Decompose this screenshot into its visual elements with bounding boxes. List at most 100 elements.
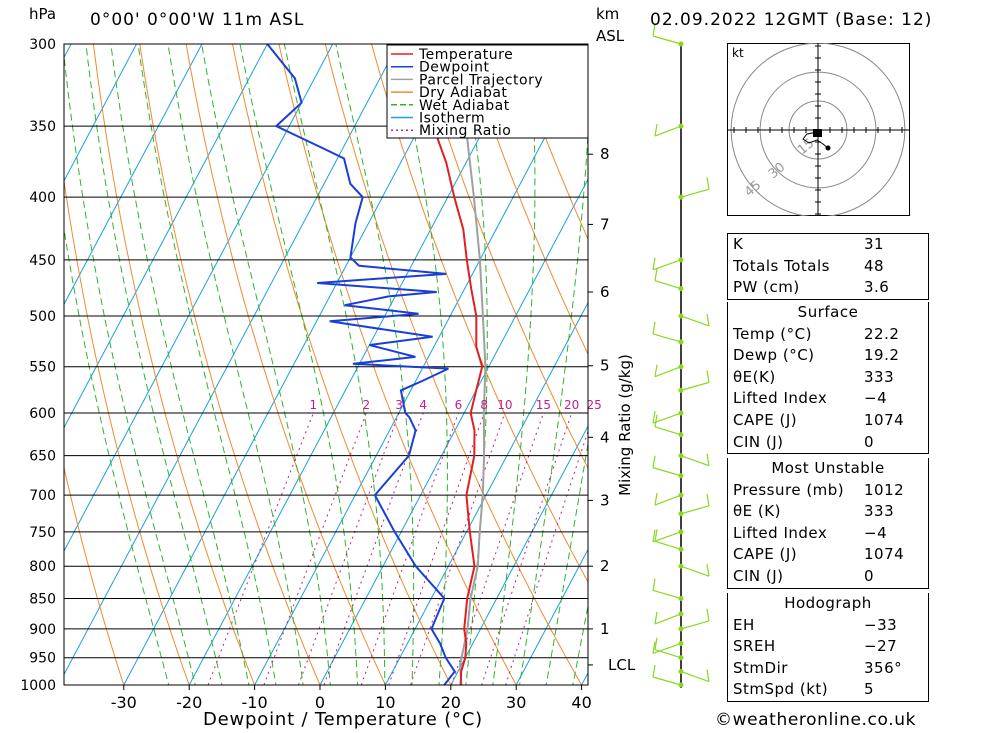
wind-barb-shaft (654, 280, 682, 290)
wind-barb-flag (654, 493, 658, 506)
wind-barb-flag (706, 370, 710, 383)
wind-barb (678, 608, 710, 632)
mu-value: 333 (864, 502, 895, 521)
hodo-value: −27 (864, 637, 898, 656)
isotherm-line (0, 7, 25, 711)
height-tick-label: 7 (600, 215, 610, 233)
wind-barb-flag (652, 578, 656, 591)
height-tick-label: 4 (600, 428, 610, 446)
wind-barb (654, 611, 684, 625)
x-tick-label: 10 (375, 693, 395, 712)
mixing-ratio-tick-label: 10 (497, 398, 512, 412)
wind-barb (678, 313, 710, 327)
mu-row: Lifted Index −4 (728, 523, 928, 545)
surface-label: Lifted Index (733, 389, 828, 408)
hodograph: kt 15 30 45 (727, 42, 910, 220)
mu-row: Pressure (mb) 1012 (728, 480, 928, 502)
wind-barb-flag (652, 257, 656, 270)
surface-label: Temp (°C) (733, 324, 812, 343)
pressure-tick-label: 750 (29, 525, 56, 541)
mixing-ratio-line (481, 412, 573, 685)
hodo-value: −33 (864, 615, 898, 634)
datetime-title: 02.09.2022 12GMT (Base: 12) (650, 10, 933, 30)
wind-barb-shaft (652, 259, 682, 271)
isotherm-line (64, 44, 334, 553)
legend-entry: Wet Adiabat (419, 98, 510, 114)
stability-indices-panel: K 31 Totals Totals 48 PW (cm) 3.6 (727, 233, 929, 300)
stability-value: 48 (864, 256, 885, 275)
wind-barb-shaft (654, 613, 682, 625)
pressure-tick-label: 950 (29, 651, 56, 667)
surface-label: CIN (J) (733, 432, 784, 451)
mu-value: −4 (864, 523, 888, 542)
hodo-value: 356° (864, 658, 903, 677)
wind-barb-shaft (680, 565, 710, 577)
wind-barb-flag (654, 637, 658, 650)
wind-barb-flag (652, 455, 656, 468)
wet-adiabat-line (64, 226, 170, 685)
surface-value: 1074 (864, 410, 905, 429)
hodo-label: EH (733, 615, 755, 634)
surface-title: Surface (797, 303, 859, 321)
height-tick-label: 2 (600, 557, 610, 575)
stability-label: K (733, 235, 744, 253)
wind-barb-shaft (680, 381, 710, 391)
wind-barb (652, 455, 684, 479)
isotherm-line (450, 425, 588, 685)
surface-row: Dewp (°C) 19.2 (728, 345, 928, 367)
wind-barb (654, 492, 684, 506)
wind-barb-shaft (654, 494, 682, 506)
wind-barb-flag (654, 364, 658, 377)
hodo-label: StmDir (733, 658, 788, 677)
wind-barb (652, 578, 684, 601)
wind-barb (652, 321, 684, 345)
hodo-row: SREH −27 (728, 636, 928, 658)
wet-adiabat-line (572, 603, 588, 685)
wet-adiabat-line (64, 51, 196, 685)
hodograph-trace (802, 131, 829, 149)
surface-row: CIN (J) 0 (728, 432, 928, 454)
wet-adiabat-line (110, 44, 250, 685)
wet-adiabat-line (545, 440, 588, 685)
surface-value: 19.2 (864, 346, 900, 365)
surface-label: θE(K) (733, 367, 776, 386)
wind-barb-flag (654, 414, 658, 427)
wind-barb-flag (706, 669, 710, 682)
surface-row: θE(K) 333 (728, 367, 928, 389)
mixing-ratio-tick-label: 8 (480, 398, 488, 412)
height-tick-label: 5 (600, 357, 610, 375)
hodograph-unit: kt (732, 46, 744, 60)
mixing-ratio-line (263, 412, 367, 685)
hodo-label: StmSpd (kt) (733, 680, 829, 699)
pressure-tick-label: 550 (29, 360, 56, 376)
isotherm-line (515, 548, 588, 685)
wet-adiabat-line (85, 44, 223, 685)
wet-adiabat-line (239, 44, 359, 685)
dry-adiabat-line (64, 465, 125, 685)
surface-label: CAPE (J) (733, 410, 798, 429)
pressure-tick-label: 450 (29, 253, 56, 269)
x-tick-label: -20 (176, 693, 202, 712)
pressure-tick-label: 900 (29, 622, 56, 638)
x-tick-label: 0 (315, 693, 325, 712)
legend-entry: Temperature (418, 47, 513, 63)
parcel-trajectory (449, 44, 487, 685)
stability-label: Totals Totals (733, 256, 830, 275)
wind-barb (654, 123, 684, 137)
pressure-tick-label: 850 (29, 591, 56, 607)
hodograph-storm-motion (813, 129, 822, 137)
wind-barb-shaft (652, 412, 682, 424)
mu-value: 1012 (864, 480, 905, 499)
wind-barb-flag (652, 321, 656, 335)
wind-barb-shaft (652, 589, 682, 600)
dry-adiabat-line (371, 44, 588, 584)
mixing-ratio-tick-label: 4 (419, 398, 427, 412)
wet-adiabat-line (394, 44, 448, 685)
surface-value: 0 (864, 432, 875, 451)
mixing-ratio-tick-label: 3 (395, 398, 403, 412)
mixing-ratio-tick-label: 6 (455, 398, 463, 412)
pressure-tick-label: 800 (29, 559, 56, 575)
wind-barb-shaft (654, 366, 682, 378)
stability-row: Totals Totals 48 (728, 256, 928, 278)
